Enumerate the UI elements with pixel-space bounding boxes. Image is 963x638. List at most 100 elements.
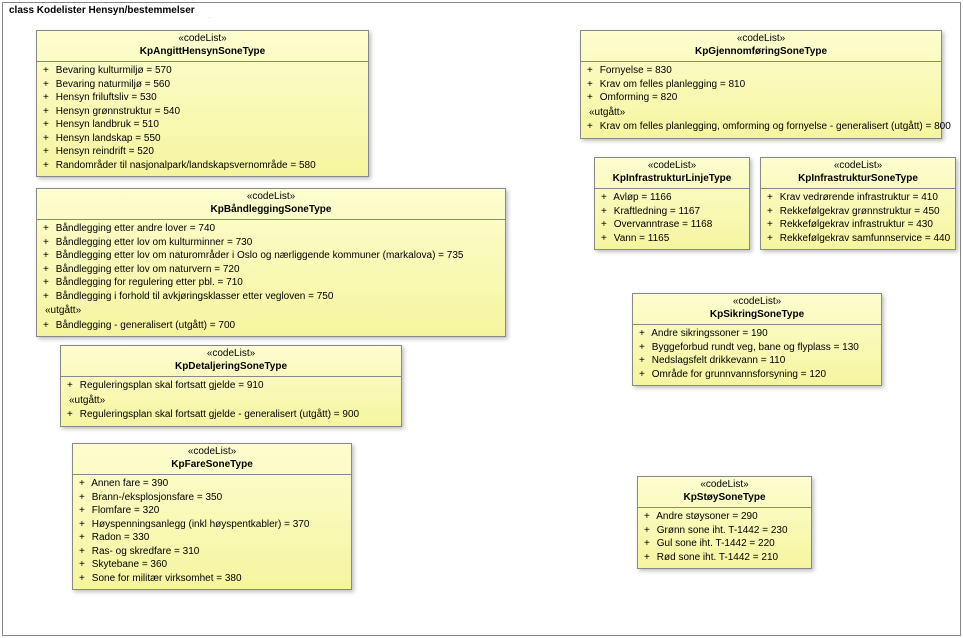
item-text: Ras- og skredfare = 310 [89,546,199,557]
item-text: Annen fare = 390 [89,478,168,489]
item-text: Randområder til nasjonalpark/landskapsve… [53,160,316,171]
plus-icon: + [43,64,53,78]
codelist-name: KpFareSoneType [77,459,347,472]
codelist-name: KpSikringSoneType [637,309,877,322]
plus-icon: + [43,91,53,105]
plus-icon: + [601,205,611,219]
stereotype-label: «codeList» [642,479,807,492]
codelist-body: + Båndlegging etter andre lover = 740+ B… [37,220,505,336]
stereotype-label: «codeList» [65,348,397,361]
item-text: Båndlegging etter lov om naturområder i … [53,250,464,261]
codelist-fare: «codeList»KpFareSoneType+ Annen fare = 3… [72,443,352,590]
item-text: Kraftledning = 1167 [611,206,700,217]
item-text: Hensyn landskap = 550 [53,133,161,144]
item-text: Båndlegging for regulering etter pbl. = … [53,277,243,288]
item-text: Byggeforbud rundt veg, bane og flyplass … [649,342,859,353]
codelist-item: + Båndlegging i forhold til avkjøringskl… [43,290,501,304]
frame-title-tab: class Kodelister Hensyn/bestemmelser [2,2,210,18]
plus-icon: + [587,78,597,92]
stereotype-label: «codeList» [41,191,501,204]
stereotype-label: «codeList» [765,160,951,173]
plus-icon: + [601,191,611,205]
item-text: Bevaring naturmiljø = 560 [53,79,170,90]
codelist-item: + Båndlegging etter lov om naturområder … [43,249,501,263]
plus-icon: + [43,249,53,263]
item-text: Omforming = 820 [597,92,677,103]
codelist-head: «codeList»KpInfrastrukturLinjeType [595,158,749,189]
item-text: Område for grunnvannsforsyning = 120 [649,369,826,380]
plus-icon: + [67,379,77,393]
plus-icon: + [43,236,53,250]
plus-icon: + [601,218,611,232]
codelist-item: + Ras- og skredfare = 310 [79,545,347,559]
plus-icon: + [639,368,649,382]
codelist-item: + Kraftledning = 1167 [601,205,745,219]
codelist-head: «codeList»KpBåndleggingSoneType [37,189,505,220]
item-text: Andre sikringssoner = 190 [649,328,768,339]
codelist-item: + Overvanntrase = 1168 [601,218,745,232]
codelist-head: «codeList»KpAngittHensynSoneType [37,31,368,62]
item-text: Avløp = 1166 [611,192,672,203]
plus-icon: + [43,132,53,146]
codelist-body: + Krav vedrørende infrastruktur = 410+ R… [761,189,955,249]
item-text: Nedslagsfelt drikkevann = 110 [649,355,785,366]
codelist-body: + Fornyelse = 830+ Krav om felles planle… [581,62,941,138]
item-text: Rød sone iht. T-1442 = 210 [654,552,778,563]
codelist-item: + Område for grunnvannsforsyning = 120 [639,368,877,382]
plus-icon: + [79,491,89,505]
codelist-item: + Reguleringsplan skal fortsatt gjelde =… [67,379,397,393]
codelist-item: + Andre sikringssoner = 190 [639,327,877,341]
item-text: Bevaring kulturmiljø = 570 [53,65,172,76]
codelist-item: + Båndlegging for regulering etter pbl. … [43,276,501,290]
plus-icon: + [644,510,654,524]
codelist-name: KpInfrastrukturSoneType [765,173,951,186]
codelist-item: + Byggeforbud rundt veg, bane og flyplas… [639,341,877,355]
plus-icon: + [79,477,89,491]
codelist-item: + Grønn sone iht. T-1442 = 230 [644,524,807,538]
plus-icon: + [79,572,89,586]
codelist-item: + Båndlegging etter lov om naturvern = 7… [43,263,501,277]
codelist-name: KpBåndleggingSoneType [41,204,501,217]
item-text: Båndlegging etter andre lover = 740 [53,223,215,234]
item-text: Andre støysoner = 290 [654,511,758,522]
codelist-item: + Avløp = 1166 [601,191,745,205]
codelist-item: + Båndlegging etter lov om kulturminner … [43,236,501,250]
codelist-item: + Randområder til nasjonalpark/landskaps… [43,159,364,173]
codelist-item: + Bevaring kulturmiljø = 570 [43,64,364,78]
item-text: Hensyn friluftsliv = 530 [53,92,157,103]
codelist-name: KpDetaljeringSoneType [65,361,397,374]
plus-icon: + [644,537,654,551]
codelist-name: KpAngittHensynSoneType [41,46,364,59]
codelist-item: + Andre støysoner = 290 [644,510,807,524]
codelist-item: + Hensyn friluftsliv = 530 [43,91,364,105]
item-text: Reguleringsplan skal fortsatt gjelde - g… [77,409,359,420]
codelist-item: + Omforming = 820 [587,91,937,105]
plus-icon: + [43,222,53,236]
section-utgatt: «utgått» [43,303,501,319]
codelist-item: + Hensyn landbruk = 510 [43,118,364,132]
frame-title: class Kodelister Hensyn/bestemmelser [9,5,195,16]
codelist-item: + Krav vedrørende infrastruktur = 410 [767,191,951,205]
item-text: Krav vedrørende infrastruktur = 410 [777,192,938,203]
item-text: Båndlegging etter lov om naturvern = 720 [53,264,240,275]
item-text: Krav om felles planlegging = 810 [597,79,745,90]
plus-icon: + [43,290,53,304]
plus-icon: + [767,205,777,219]
section-utgatt: «utgått» [587,105,937,121]
codelist-head: «codeList»KpSikringSoneType [633,294,881,325]
codelist-item: + Vann = 1165 [601,232,745,246]
item-text: Krav om felles planlegging, omforming og… [597,121,951,132]
codelist-body: + Bevaring kulturmiljø = 570+ Bevaring n… [37,62,368,176]
plus-icon: + [639,354,649,368]
codelist-head: «codeList»KpGjennomføringSoneType [581,31,941,62]
codelist-item: + Fornyelse = 830 [587,64,937,78]
codelist-name: KpStøySoneType [642,492,807,505]
plus-icon: + [767,191,777,205]
plus-icon: + [43,105,53,119]
stereotype-label: «codeList» [41,33,364,46]
item-text: Fornyelse = 830 [597,65,672,76]
plus-icon: + [79,518,89,532]
stereotype-label: «codeList» [637,296,877,309]
codelist-item: + Krav om felles planlegging = 810 [587,78,937,92]
codelist-item: + Sone for militær virksomhet = 380 [79,572,347,586]
